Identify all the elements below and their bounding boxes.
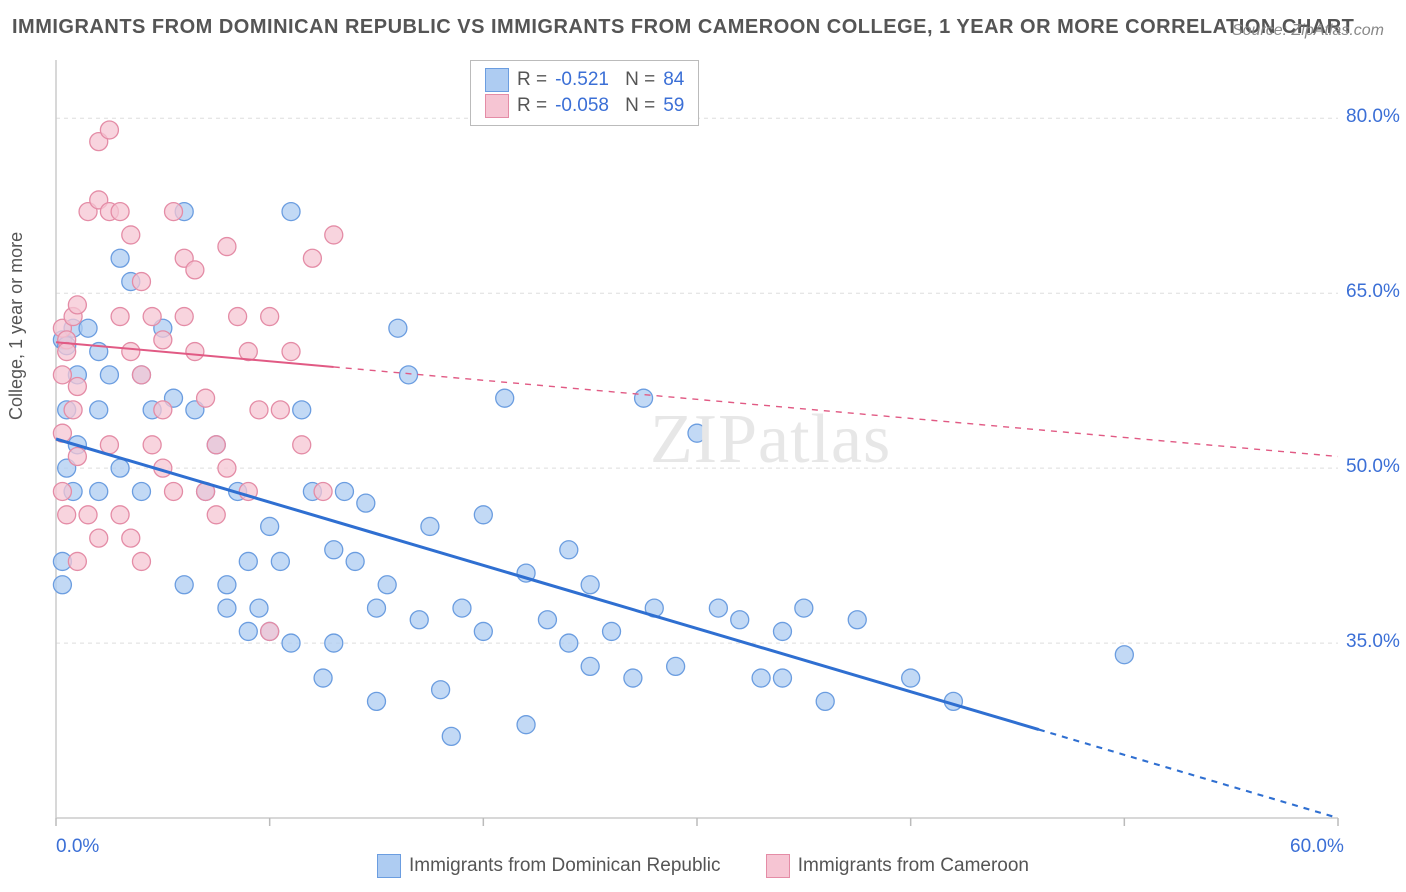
r-value: -0.521 (555, 67, 617, 93)
n-value: 59 (663, 93, 684, 119)
scatter-chart (48, 56, 1348, 826)
legend-item: Immigrants from Dominican Republic (377, 854, 721, 878)
y-tick-label: 65.0% (1346, 281, 1400, 303)
correlation-legend: R = -0.521 N = 84 R = -0.058 N = 59 (470, 60, 699, 126)
legend-label: Immigrants from Dominican Republic (409, 855, 721, 877)
source-attribution: Source: ZipAtlas.com (1232, 22, 1384, 40)
series-legend: Immigrants from Dominican Republic Immig… (0, 854, 1406, 884)
legend-row: R = -0.521 N = 84 (485, 67, 684, 93)
chart-area (48, 56, 1348, 826)
legend-swatch (485, 68, 509, 92)
legend-row: R = -0.058 N = 59 (485, 93, 684, 119)
y-tick-label: 80.0% (1346, 106, 1400, 128)
x-tick-label: 0.0% (56, 836, 99, 858)
r-label: R = (517, 67, 547, 93)
n-value: 84 (663, 67, 684, 93)
r-value: -0.058 (555, 93, 617, 119)
x-tick-label: 60.0% (1290, 836, 1344, 858)
n-label: N = (625, 93, 655, 119)
legend-label: Immigrants from Cameroon (798, 855, 1029, 877)
n-label: N = (625, 67, 655, 93)
legend-item: Immigrants from Cameroon (766, 854, 1029, 878)
r-label: R = (517, 93, 547, 119)
y-axis-title: College, 1 year or more (6, 232, 27, 420)
y-tick-label: 50.0% (1346, 456, 1400, 478)
legend-swatch (485, 94, 509, 118)
legend-swatch (377, 854, 401, 878)
chart-title: IMMIGRANTS FROM DOMINICAN REPUBLIC VS IM… (12, 16, 1354, 39)
legend-swatch (766, 854, 790, 878)
y-tick-label: 35.0% (1346, 631, 1400, 653)
